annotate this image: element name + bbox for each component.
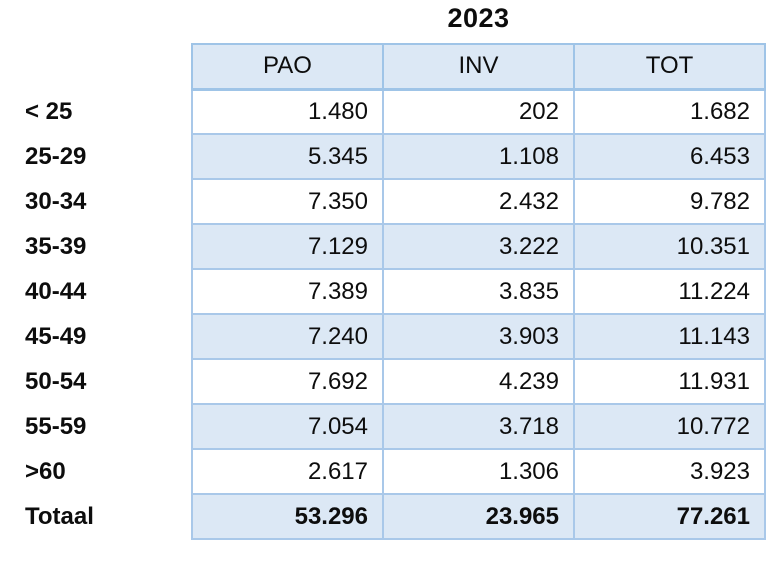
cell-inv: 202: [382, 88, 575, 135]
row-label: 35-39: [0, 224, 192, 269]
cell-tot-total: 77.261: [573, 493, 766, 540]
col-header-inv: INV: [382, 43, 575, 91]
row-label-total: Totaal: [0, 494, 192, 539]
col-header-pao: PAO: [191, 43, 384, 91]
cell-pao: 2.617: [191, 448, 384, 495]
cell-tot: 10.351: [573, 223, 766, 270]
cell-pao: 7.240: [191, 313, 384, 360]
row-label: 25-29: [0, 134, 192, 179]
cell-inv: 3.903: [382, 313, 575, 360]
table-row: >60 2.617 1.306 3.923: [0, 448, 766, 495]
cell-pao: 7.692: [191, 358, 384, 405]
cell-inv-total: 23.965: [382, 493, 575, 540]
cell-tot: 11.143: [573, 313, 766, 360]
cell-inv: 1.108: [382, 133, 575, 180]
cell-tot: 9.782: [573, 178, 766, 225]
corner-cell: [0, 44, 192, 89]
cell-pao: 7.054: [191, 403, 384, 450]
cell-inv: 1.306: [382, 448, 575, 495]
cell-pao-total: 53.296: [191, 493, 384, 540]
col-header-tot: TOT: [573, 43, 766, 91]
row-label: 30-34: [0, 179, 192, 224]
row-label: 40-44: [0, 269, 192, 314]
row-label: 55-59: [0, 404, 192, 449]
total-row: Totaal 53.296 23.965 77.261: [0, 493, 766, 540]
row-label: 50-54: [0, 359, 192, 404]
cell-tot: 1.682: [573, 88, 766, 135]
cell-tot: 10.772: [573, 403, 766, 450]
age-distribution-table: PAO INV TOT < 25 1.480 202 1.682 25-29 5…: [0, 43, 766, 540]
table-row: 45-49 7.240 3.903 11.143: [0, 313, 766, 360]
cell-tot: 11.224: [573, 268, 766, 315]
table-title: 2023: [447, 3, 510, 33]
table-row: < 25 1.480 202 1.682: [0, 88, 766, 135]
cell-tot: 11.931: [573, 358, 766, 405]
table-row: 55-59 7.054 3.718 10.772: [0, 403, 766, 450]
header-row: PAO INV TOT: [0, 43, 766, 91]
table-row: 35-39 7.129 3.222 10.351: [0, 223, 766, 270]
cell-pao: 5.345: [191, 133, 384, 180]
cell-inv: 3.222: [382, 223, 575, 270]
row-label: >60: [0, 449, 192, 494]
cell-inv: 3.835: [382, 268, 575, 315]
table-row: 50-54 7.692 4.239 11.931: [0, 358, 766, 405]
cell-tot: 6.453: [573, 133, 766, 180]
table-row: 30-34 7.350 2.432 9.782: [0, 178, 766, 225]
cell-pao: 7.129: [191, 223, 384, 270]
table-row: 40-44 7.389 3.835 11.224: [0, 268, 766, 315]
cell-pao: 7.350: [191, 178, 384, 225]
cell-pao: 7.389: [191, 268, 384, 315]
cell-pao: 1.480: [191, 88, 384, 135]
row-label: 45-49: [0, 314, 192, 359]
table-row: 25-29 5.345 1.108 6.453: [0, 133, 766, 180]
cell-inv: 4.239: [382, 358, 575, 405]
cell-tot: 3.923: [573, 448, 766, 495]
cell-inv: 3.718: [382, 403, 575, 450]
cell-inv: 2.432: [382, 178, 575, 225]
row-label: < 25: [0, 89, 192, 134]
